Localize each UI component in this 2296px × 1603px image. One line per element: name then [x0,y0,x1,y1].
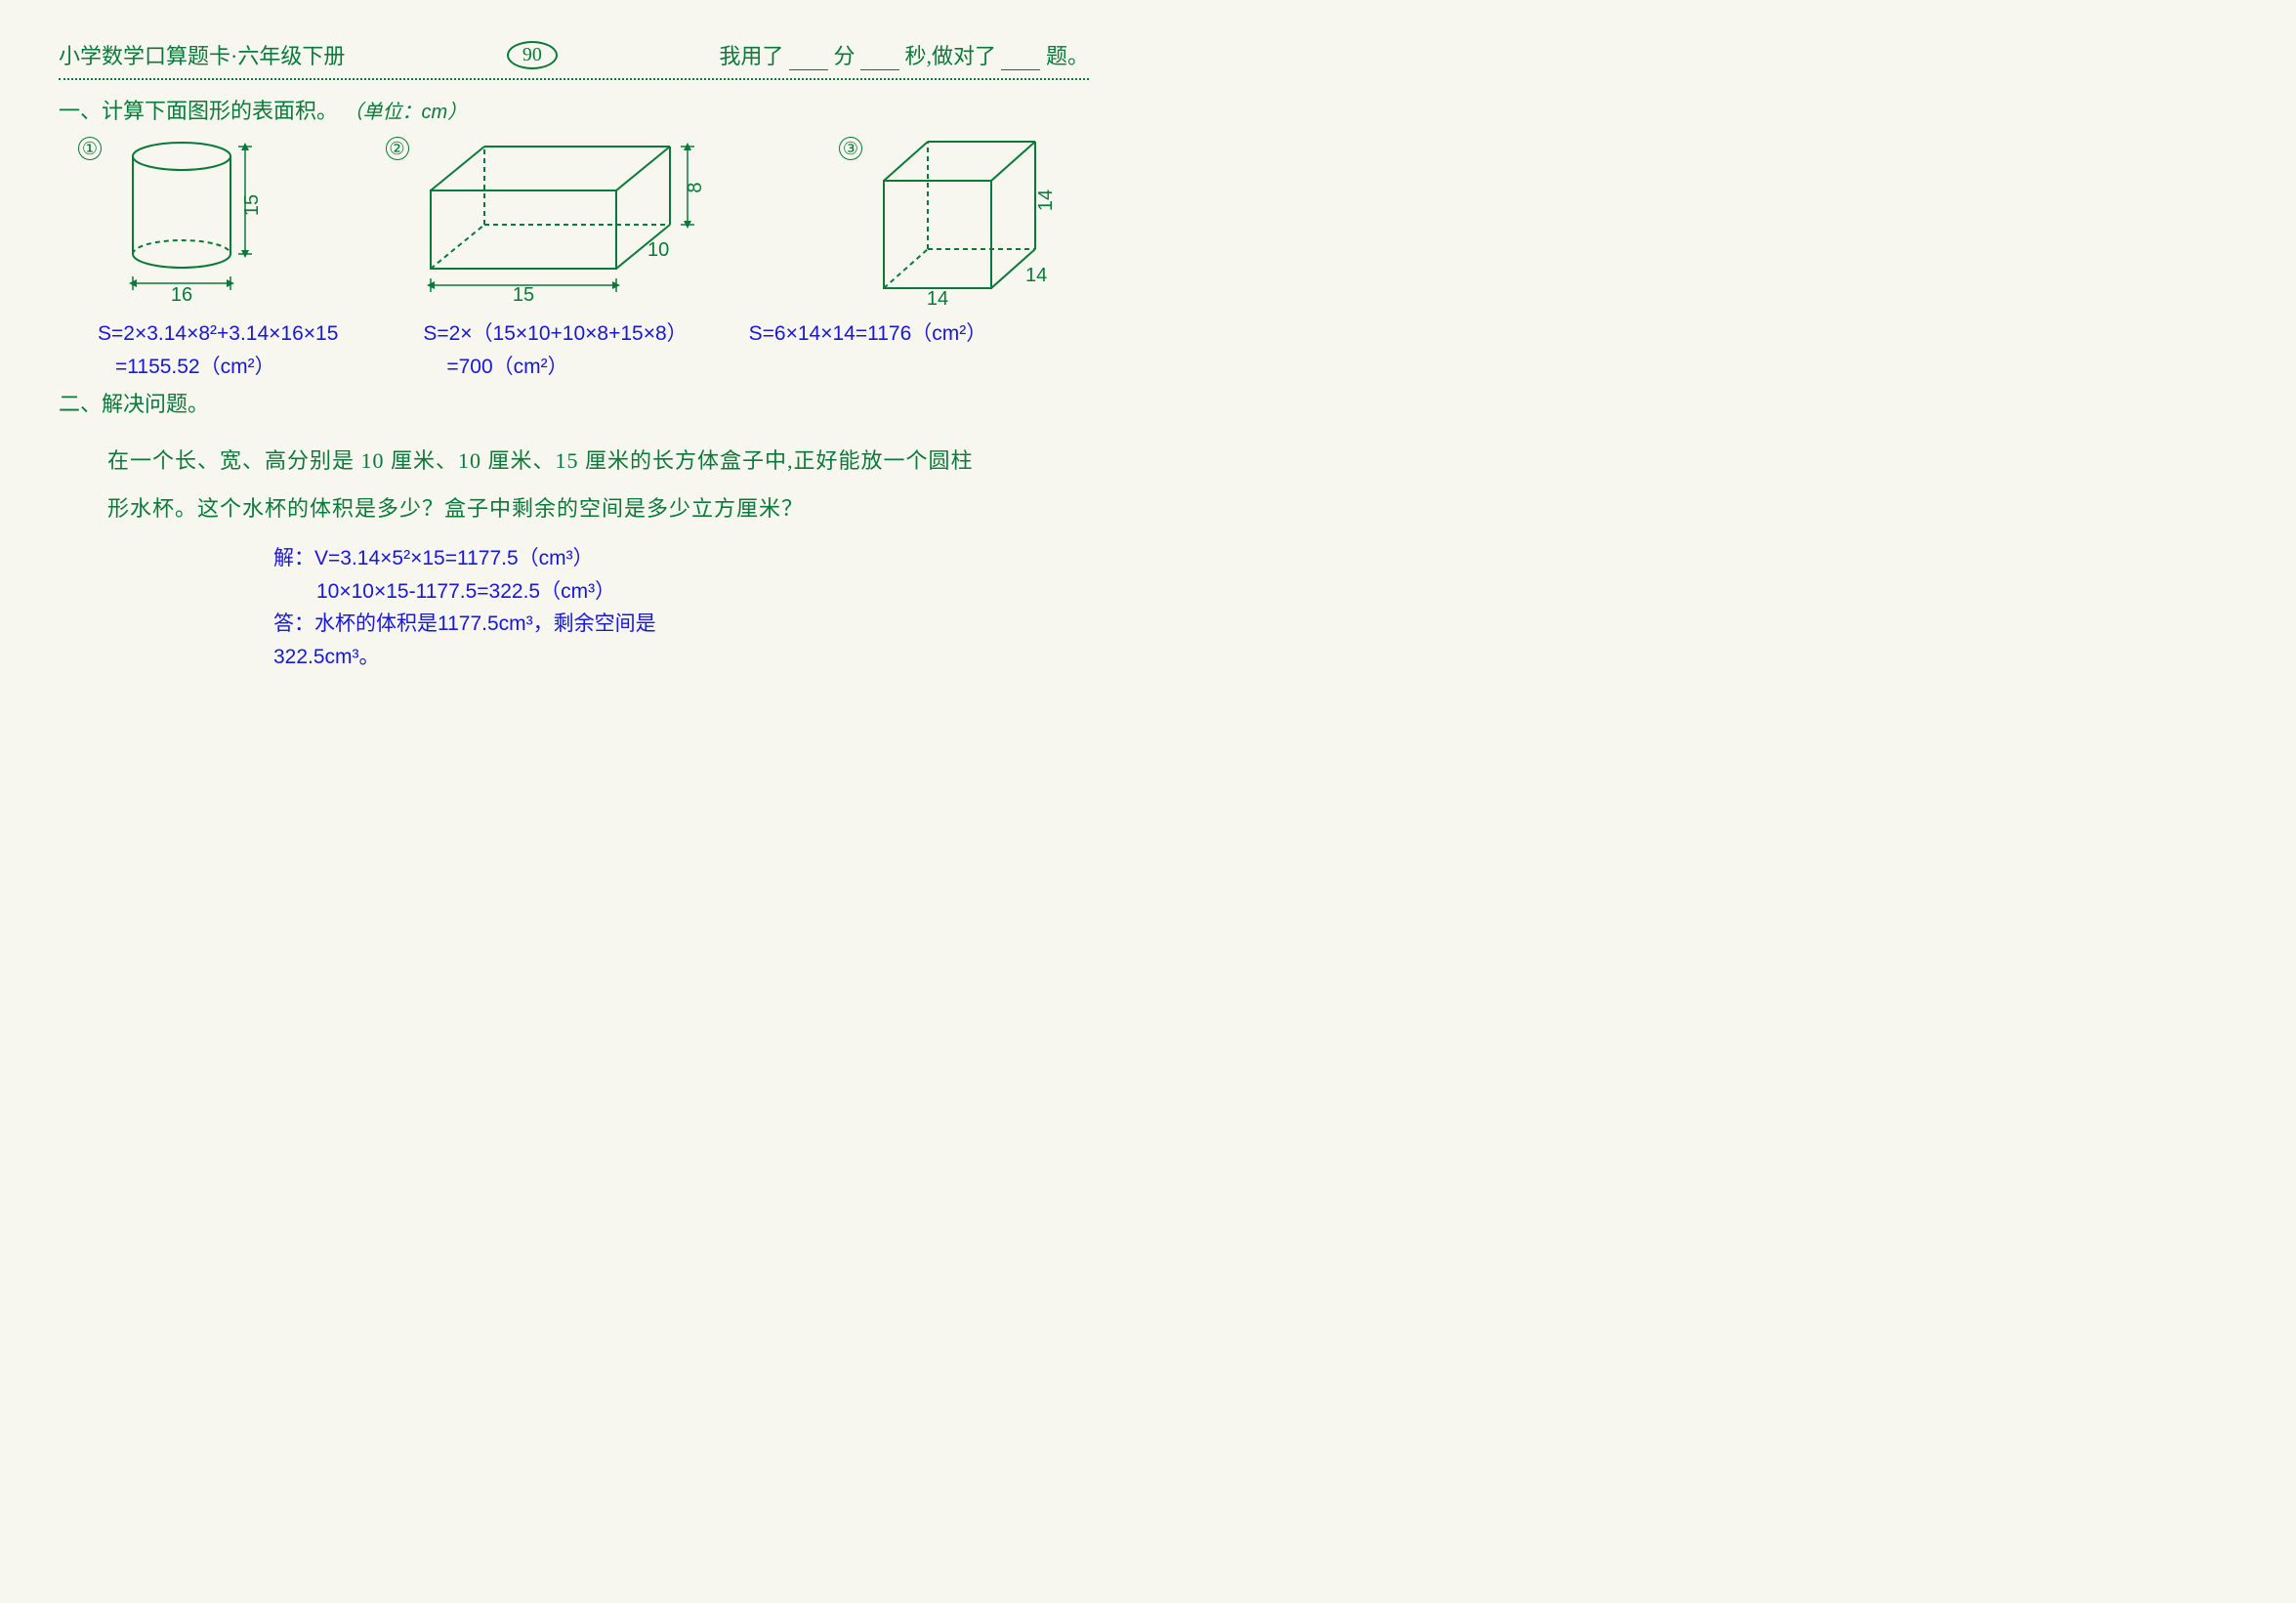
count-blank[interactable] [1001,45,1040,70]
fig1-answer-line1: S=2×3.14×8²+3.14×16×15 [98,317,418,351]
q2-answer-line1: 解：V=3.14×5²×15=1177.5（cm³） [273,542,1089,575]
fig3-edge-a: 14 [927,288,948,308]
book-title: 小学数学口算题卡·六年级下册 [59,39,345,70]
section1-title: 一、计算下面图形的表面积。 [59,99,338,123]
fig2-length-label: 15 [512,284,533,303]
min-label: 分 [833,44,855,68]
page-number-badge: 90 [507,41,558,69]
fig2-width-label: 10 [647,239,669,261]
time-prefix-label: 我用了 [719,44,783,68]
figure-2: ② 8 [386,137,724,303]
figure-3-answer: S=6×14×14=1176（cm²） [749,317,1069,383]
minutes-blank[interactable] [789,45,828,70]
figure-3: ③ 14 14 14 [839,137,1089,308]
fig2-answer-line1: S=2×（15×10+10×8+15×8） [423,317,743,351]
cylinder-icon: 15 16 [113,137,270,303]
figure-1-answer: S=2×3.14×8²+3.14×16×15 =1155.52（cm²） [98,317,418,383]
figure-2-number: ② [386,137,409,160]
q2-line1: 在一个长、宽、高分别是 10 厘米、10 厘米、15 厘米的长方体盒子中,正好能… [107,438,1089,485]
score-line: 我用了 分 秒,做对了 题。 [719,39,1089,70]
cuboid-icon: 8 10 15 [421,137,724,303]
fig2-answer-line2: =700（cm²） [423,351,743,384]
worksheet-header: 小学数学口算题卡·六年级下册 90 我用了 分 秒,做对了 题。 [59,39,1089,70]
q2-answer-line2: 10×10×15-1177.5=322.5（cm³） [273,575,1089,609]
unit-note: （单位：cm） [344,102,468,123]
fig3-edge-b: 14 [1025,265,1047,286]
seconds-blank[interactable] [860,45,899,70]
section2-question: 在一个长、宽、高分别是 10 厘米、10 厘米、15 厘米的长方体盒子中,正好能… [107,438,1089,532]
figure-2-answer: S=2×（15×10+10×8+15×8） =700（cm²） [423,317,743,383]
q2-answer-line4: 322.5cm³。 [273,641,1089,674]
section2-answer: 解：V=3.14×5²×15=1177.5（cm³） 10×10×15-1177… [273,542,1089,673]
fig2-height-label: 8 [685,182,706,192]
fig1-answer-line2: =1155.52（cm²） [98,351,418,384]
fig3-answer-line1: S=6×14×14=1176（cm²） [749,317,1069,351]
section2-title: 二、解决问题。 [59,387,1089,418]
q2-answer-line3: 答：水杯的体积是1177.5cm³，剩余空间是 [273,608,1089,641]
fig1-width-label: 16 [171,284,192,303]
section1-answers: S=2×3.14×8²+3.14×16×15 =1155.52（cm²） S=2… [98,308,1069,383]
figure-1: ① 15 16 [78,137,270,303]
figures-row: ① 15 16 [78,137,1089,308]
header-divider [59,78,1089,80]
section1-title-row: 一、计算下面图形的表面积。 （单位：cm） [59,94,1089,125]
figure-3-number: ③ [839,137,862,160]
q2-line2: 形水杯。这个水杯的体积是多少？盒子中剩余的空间是多少立方厘米？ [107,485,1089,532]
sec-label: 秒,做对了 [904,44,996,68]
figure-1-number: ① [78,137,102,160]
fig1-height-label: 15 [241,194,263,216]
count-suffix-label: 题。 [1046,44,1089,68]
cube-icon: 14 14 14 [874,137,1089,308]
fig3-edge-c: 14 [1035,190,1057,211]
